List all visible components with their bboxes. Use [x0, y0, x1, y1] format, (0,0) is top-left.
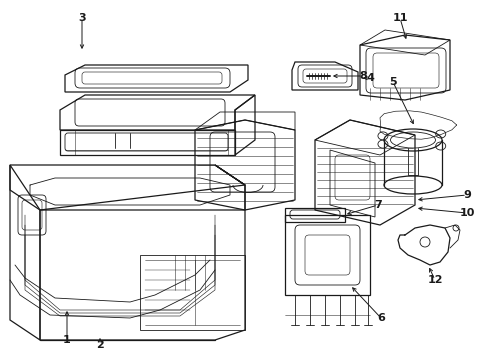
Text: 4: 4: [366, 73, 373, 83]
Text: 8: 8: [358, 71, 366, 81]
Text: 9: 9: [462, 190, 470, 200]
Text: 1: 1: [63, 335, 71, 345]
Text: 6: 6: [376, 313, 384, 323]
Text: 3: 3: [78, 13, 85, 23]
Text: 12: 12: [427, 275, 442, 285]
Text: 10: 10: [458, 208, 474, 218]
Text: 11: 11: [391, 13, 407, 23]
Text: 7: 7: [373, 200, 381, 210]
Text: 5: 5: [388, 77, 396, 87]
Text: 2: 2: [96, 340, 103, 350]
